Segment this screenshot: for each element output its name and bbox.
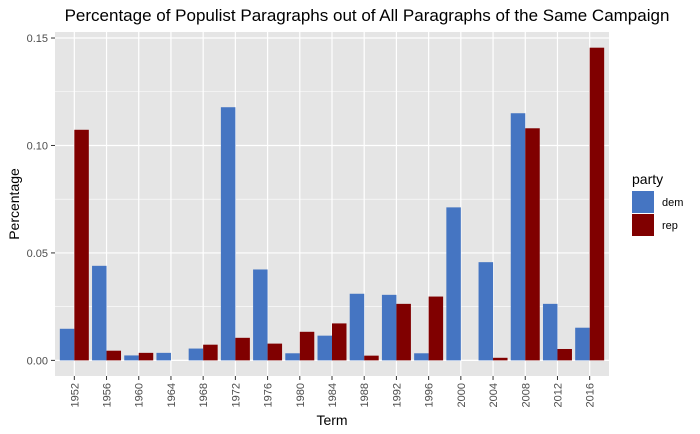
bar-rep-1952 — [74, 129, 89, 361]
bar-dem-1988 — [349, 293, 365, 361]
y-tick-label: 0.15 — [27, 33, 48, 45]
x-tick-label: 1988 — [359, 383, 371, 407]
legend-key-dem — [632, 191, 654, 213]
x-tick-label: 1984 — [327, 383, 339, 407]
bar-rep-2008 — [525, 128, 540, 361]
bar-rep-1992 — [396, 303, 411, 361]
x-tick-label: 1976 — [263, 383, 275, 407]
legend-label-rep: rep — [662, 220, 678, 232]
x-tick-label: 1964 — [166, 383, 178, 407]
bar-rep-1996 — [428, 296, 444, 361]
bar-dem-1996 — [414, 353, 429, 361]
bar-dem-1976 — [253, 269, 268, 361]
bar-dem-1984 — [317, 335, 332, 361]
y-tick-label: 0.00 — [27, 355, 48, 367]
bar-rep-1960 — [138, 352, 154, 361]
legend-key-rep — [632, 214, 654, 236]
x-tick-label: 1972 — [230, 383, 242, 407]
chart-title: Percentage of Populist Paragraphs out of… — [65, 6, 670, 25]
x-tick-label: 2004 — [488, 383, 500, 407]
x-tick-label: 1956 — [102, 383, 114, 407]
y-tick-label: 0.05 — [27, 248, 48, 260]
bar-dem-2012 — [542, 303, 558, 361]
legend-label-dem: dem — [662, 197, 683, 209]
bar-rep-1976 — [267, 343, 283, 361]
bar-rep-1972 — [235, 337, 250, 361]
bar-dem-2004 — [478, 262, 494, 361]
bar-rep-2012 — [557, 348, 572, 361]
bar-dem-2008 — [510, 113, 526, 361]
y-axis-title: Percentage — [6, 168, 22, 240]
y-axis: 0.00 0.05 0.10 0.15 — [27, 33, 55, 367]
bar-dem-1972 — [220, 107, 236, 361]
x-tick-label: 1952 — [69, 383, 81, 407]
x-tick-label: 1980 — [295, 383, 307, 407]
bar-dem-2000 — [446, 207, 461, 361]
bars — [59, 47, 605, 361]
bar-rep-1988 — [364, 355, 379, 361]
bar-rep-2004 — [493, 357, 508, 361]
bar-rep-1984 — [332, 323, 347, 361]
bar-rep-1968 — [203, 344, 218, 361]
x-tick-label: 1996 — [424, 383, 436, 407]
x-tick-label: 1960 — [134, 383, 146, 407]
bar-dem-1980 — [285, 353, 300, 361]
x-tick-label: 1992 — [391, 383, 403, 407]
x-axis: 1952 1956 1960 1964 1968 1972 1976 1980 1984 1988… — [69, 376, 597, 407]
bar-dem-1956 — [92, 265, 107, 361]
legend: party dem rep — [632, 171, 683, 236]
bar-rep-2016 — [589, 47, 605, 361]
x-tick-label: 2000 — [456, 383, 468, 407]
bar-rep-1980 — [299, 331, 315, 361]
bar-dem-1952 — [59, 328, 75, 361]
bar-dem-1960 — [124, 355, 139, 361]
bar-dem-2016 — [575, 327, 590, 361]
bar-dem-1964 — [156, 352, 171, 361]
x-tick-label: 1968 — [198, 383, 210, 407]
y-tick-label: 0.10 — [27, 140, 48, 152]
x-tick-label: 2016 — [585, 383, 597, 407]
bar-dem-1992 — [381, 294, 397, 361]
bar-rep-1956 — [106, 350, 122, 361]
x-axis-title: Term — [316, 412, 347, 428]
legend-title: party — [632, 171, 663, 187]
bar-dem-1968 — [188, 348, 204, 361]
x-tick-label: 2008 — [520, 383, 532, 407]
x-tick-label: 2012 — [552, 383, 564, 407]
